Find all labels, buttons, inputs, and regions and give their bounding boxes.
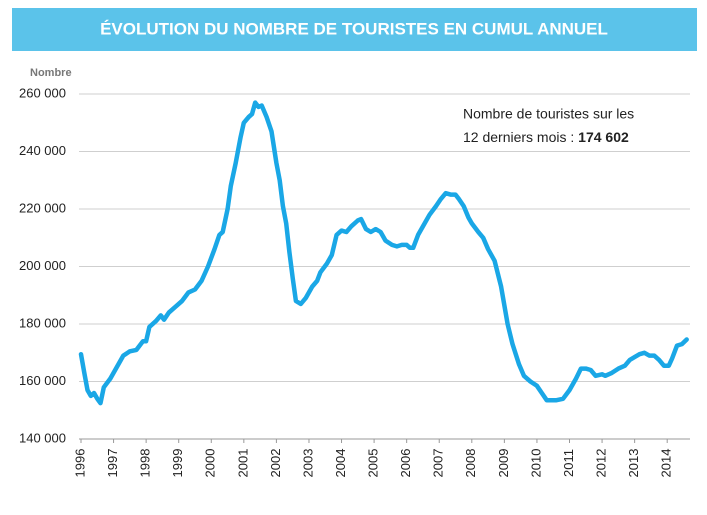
y-tick-label: 200 000 <box>19 258 66 273</box>
x-tick-label: 2008 <box>463 449 478 478</box>
x-tick-label: 2010 <box>528 449 543 478</box>
annotation: 12 derniers mois : 174 602 <box>463 129 629 145</box>
x-tick-label: 2009 <box>496 449 511 478</box>
y-tick-label: 240 000 <box>19 143 66 158</box>
annotation: Nombre de touristes sur les <box>463 106 634 122</box>
x-tick-label: 2005 <box>366 449 381 478</box>
x-tick-label: 2002 <box>268 449 283 478</box>
title-banner <box>12 8 697 51</box>
y-tick-label: 160 000 <box>19 373 66 388</box>
y-tick-label: 220 000 <box>19 200 66 215</box>
x-tick-label: 1999 <box>170 449 185 478</box>
x-tick-label: 2007 <box>431 449 446 478</box>
line <box>78 100 689 406</box>
x-tick-label: 2004 <box>333 449 348 478</box>
x-tick-label: 1996 <box>72 449 87 478</box>
x-tick-label: 2011 <box>561 449 576 477</box>
annotation-value: 174 602 <box>578 129 629 145</box>
x-tick-label: 2003 <box>300 449 315 478</box>
x-tick-label: 2000 <box>203 449 218 478</box>
y-tick-label: 180 000 <box>19 315 66 330</box>
x-tick-label: 2012 <box>594 449 609 478</box>
y-tick-label: 140 000 <box>19 430 66 445</box>
y-axis-label: Nombre <box>30 67 72 79</box>
x-tick-label: 1998 <box>138 449 153 478</box>
x-tick-label: 2001 <box>235 449 250 478</box>
y-tick-label: 260 000 <box>19 85 66 100</box>
x-tick-label: 2014 <box>659 449 674 478</box>
x-tick-label: 2013 <box>626 449 641 478</box>
annotation-text: 12 derniers mois : <box>463 129 574 145</box>
x-tick-label: 1997 <box>105 449 120 478</box>
x-tick-label: 2006 <box>398 449 413 478</box>
chart-title: ÉVOLUTION DU NOMBRE DE TOURISTES EN CUMU… <box>100 19 608 38</box>
